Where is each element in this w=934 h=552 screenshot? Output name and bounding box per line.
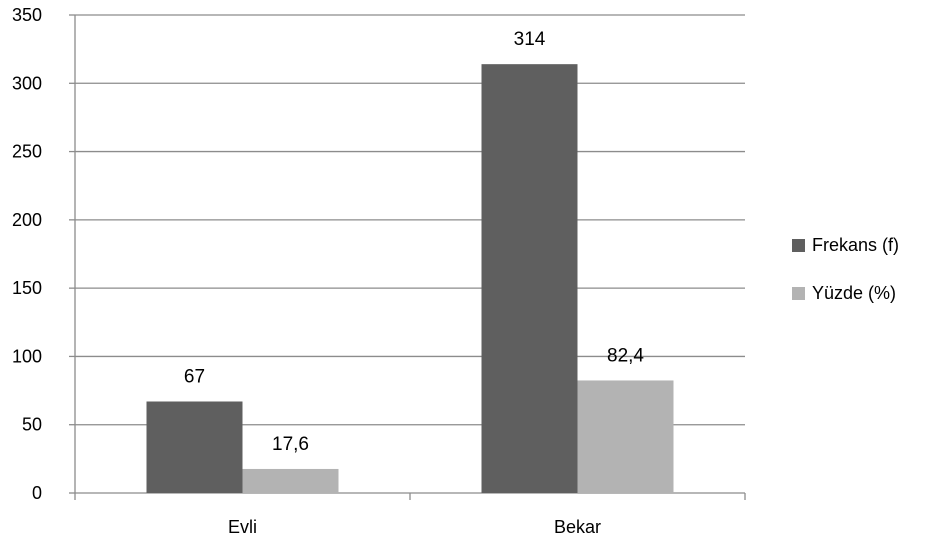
data-label: 314 [514, 29, 546, 50]
legend-swatch [792, 239, 805, 252]
bar-yuzde-bekar [577, 380, 674, 493]
y-tick-label: 150 [12, 278, 42, 298]
data-label: 82,4 [607, 345, 644, 366]
data-label: 67 [184, 366, 205, 387]
legend-label: Frekans (f) [812, 235, 899, 255]
bar-frekans-bekar [481, 64, 578, 493]
data-labels: 67 17,6 314 82,4 [184, 29, 644, 455]
legend: Frekans (f) Yüzde (%) [792, 235, 899, 303]
x-category-label: Bekar [554, 517, 601, 537]
bar-yuzde-evli [242, 468, 339, 493]
x-category-label: Evli [228, 517, 257, 537]
y-tick-label: 50 [22, 415, 42, 435]
legend-label: Yüzde (%) [812, 283, 896, 303]
y-tick-label: 250 [12, 142, 42, 162]
y-tick-label: 0 [32, 483, 42, 503]
bar-frekans-evli [146, 401, 243, 493]
bars [146, 64, 674, 493]
gridlines [75, 14, 745, 426]
legend-swatch [792, 287, 805, 300]
y-tick-label: 300 [12, 73, 42, 93]
y-tick-label: 200 [12, 210, 42, 230]
y-tick-label: 100 [12, 346, 42, 366]
y-tick-label: 350 [12, 5, 42, 25]
data-label: 17,6 [272, 434, 309, 455]
